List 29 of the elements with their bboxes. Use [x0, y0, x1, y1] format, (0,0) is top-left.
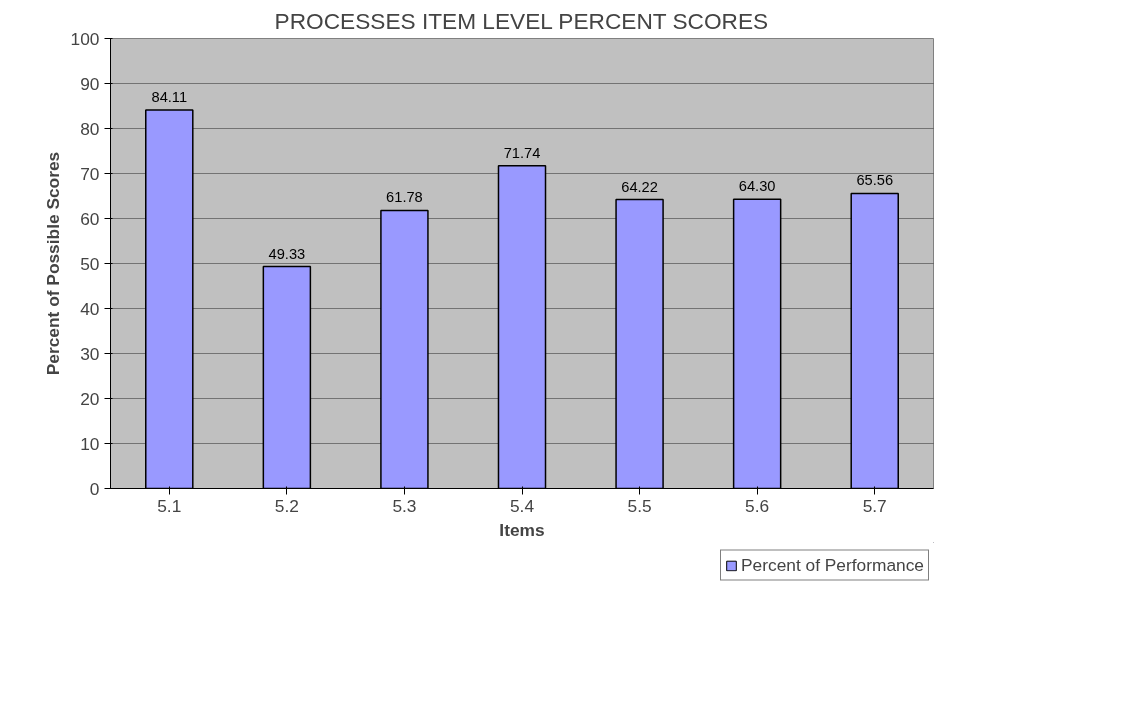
data-label: 49.33 — [268, 245, 306, 262]
data-label: 64.30 — [738, 178, 776, 195]
x-tick-label: 5.3 — [392, 495, 417, 516]
y-tick-label: 50 — [80, 253, 100, 274]
y-tick-label: 100 — [70, 28, 100, 49]
x-tick-label: 5.2 — [274, 495, 299, 516]
y-tick-label: 10 — [80, 433, 100, 454]
x-tick-label: 5.4 — [509, 495, 535, 516]
chart-title: PROCESSES ITEM LEVEL PERCENT SCORES — [274, 7, 769, 34]
data-label: 71.74 — [503, 144, 541, 161]
y-axis-title: Percent of Possible Scores — [42, 151, 63, 376]
data-label: 84.11 — [151, 89, 188, 105]
y-tick-label: 40 — [80, 298, 100, 319]
y-tick-label: 80 — [80, 118, 100, 139]
x-tick-label: 5.7 — [862, 495, 887, 516]
data-label: 64.22 — [621, 178, 658, 195]
y-tick-label: 60 — [80, 208, 100, 229]
y-tick-label: 30 — [80, 343, 100, 364]
data-label: 65.56 — [856, 172, 894, 189]
y-tick-label: 0 — [89, 478, 100, 499]
x-axis-title: Items — [499, 519, 545, 540]
x-tick-label: 5.1 — [157, 495, 182, 516]
legend-label: Percent of Performance — [741, 554, 924, 576]
x-tick-label: 5.5 — [627, 495, 652, 516]
y-tick-label: 20 — [80, 388, 100, 409]
x-tick-label: 5.6 — [745, 495, 770, 516]
data-label: 61.78 — [386, 189, 423, 206]
y-tick-label: 70 — [80, 163, 100, 184]
y-tick-label: 90 — [80, 73, 100, 94]
